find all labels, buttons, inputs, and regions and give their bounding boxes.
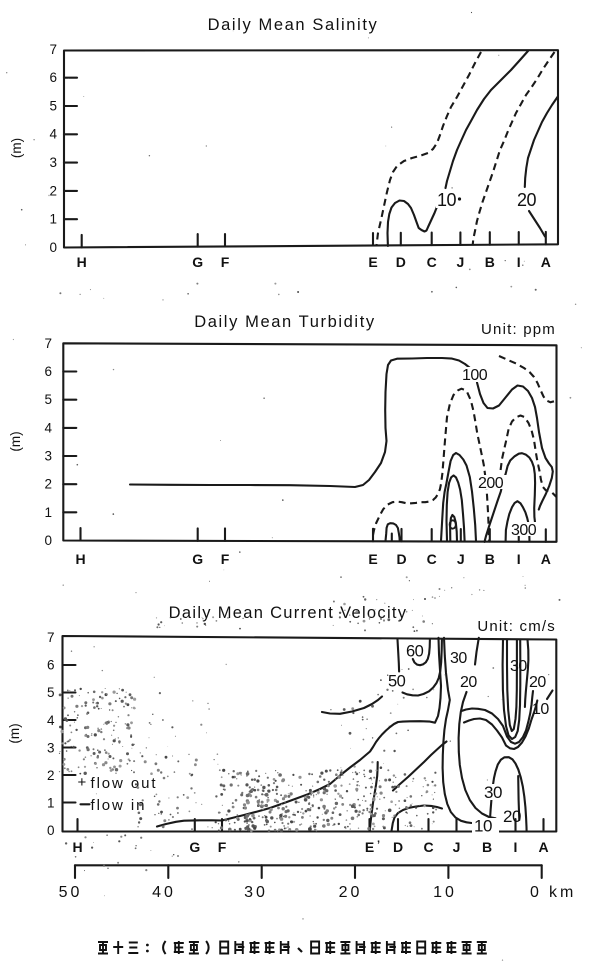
svg-text:300: 300 [511, 522, 537, 539]
svg-text:2: 2 [47, 768, 55, 783]
svg-text:J: J [453, 839, 461, 855]
svg-text:Unit: ppm: Unit: ppm [481, 321, 556, 338]
svg-text:20: 20 [517, 190, 537, 210]
svg-text:50: 50 [59, 884, 83, 901]
svg-text:D: D [393, 839, 403, 855]
svg-text:J: J [457, 551, 465, 567]
svg-text:Daily Mean Salinity: Daily Mean Salinity [208, 16, 379, 34]
svg-text:A: A [541, 254, 551, 270]
svg-text:flow out: flow out [91, 775, 158, 792]
svg-text:6: 6 [44, 364, 52, 379]
svg-text:J: J [457, 254, 465, 270]
svg-text:30: 30 [244, 884, 268, 901]
svg-text:7: 7 [49, 42, 57, 57]
svg-text:0: 0 [530, 884, 542, 901]
svg-text:6: 6 [47, 658, 55, 673]
svg-text:10: 10 [474, 817, 492, 836]
svg-text:2: 2 [49, 183, 57, 198]
svg-text:G: G [192, 551, 203, 567]
svg-text:F: F [221, 254, 230, 270]
svg-text:30: 30 [484, 783, 502, 802]
svg-text:0: 0 [49, 240, 57, 255]
svg-text:I: I [517, 551, 521, 567]
svg-text:km: km [549, 884, 576, 901]
svg-text:3: 3 [44, 449, 52, 464]
svg-text:5: 5 [49, 98, 57, 113]
svg-text:Unit: cm/s: Unit: cm/s [477, 618, 556, 635]
svg-text:60: 60 [406, 643, 424, 661]
svg-text:7: 7 [44, 336, 52, 351]
svg-text:F: F [221, 551, 230, 567]
svg-text:7: 7 [47, 630, 55, 645]
svg-text:I: I [514, 839, 518, 855]
svg-text:H: H [75, 551, 85, 567]
svg-text:E: E [365, 839, 374, 855]
svg-text:4: 4 [49, 127, 57, 142]
svg-text:’: ’ [377, 839, 380, 851]
svg-text:A: A [538, 839, 548, 855]
svg-text:5: 5 [44, 392, 52, 407]
svg-text:1: 1 [49, 212, 57, 227]
svg-text:10: 10 [532, 701, 549, 718]
svg-text:B: B [485, 254, 495, 270]
svg-text:F: F [218, 839, 227, 855]
svg-text:5: 5 [47, 685, 55, 700]
svg-text:B: B [485, 551, 495, 567]
svg-text:D: D [396, 551, 406, 567]
svg-text:1: 1 [44, 505, 52, 520]
svg-text:C: C [427, 254, 437, 270]
svg-text:Daily Mean Turbidity: Daily Mean Turbidity [194, 313, 375, 331]
svg-text:100: 100 [462, 367, 488, 384]
svg-text:50: 50 [388, 673, 406, 691]
svg-text:D: D [396, 254, 406, 270]
svg-text:H: H [77, 254, 87, 270]
svg-text:G: G [192, 254, 203, 270]
svg-text:2: 2 [44, 477, 52, 492]
svg-text:10: 10 [437, 190, 457, 210]
svg-text:I: I [517, 254, 521, 270]
svg-text:H: H [72, 839, 82, 855]
svg-text:6: 6 [49, 70, 57, 85]
svg-text:E: E [368, 551, 377, 567]
svg-text:20: 20 [529, 674, 546, 691]
svg-text:200: 200 [478, 475, 504, 492]
svg-text:E: E [368, 254, 377, 270]
svg-text:3: 3 [47, 740, 55, 755]
svg-text:4: 4 [44, 420, 52, 435]
svg-text:flow in: flow in [91, 797, 147, 814]
svg-text:C: C [423, 839, 433, 855]
svg-text:Daily Mean Current Velocity: Daily Mean Current Velocity [169, 604, 408, 622]
svg-text:30: 30 [450, 650, 467, 667]
svg-text:A: A [541, 551, 551, 567]
svg-text:(m): (m) [7, 723, 22, 743]
svg-text:10: 10 [433, 884, 457, 901]
svg-text:(m): (m) [8, 431, 23, 451]
svg-text:30: 30 [510, 658, 527, 675]
svg-text:G: G [189, 839, 200, 855]
svg-text:20: 20 [503, 807, 521, 826]
svg-text:+: + [78, 774, 88, 791]
svg-text:(m): (m) [9, 138, 24, 158]
svg-text:20: 20 [339, 884, 363, 901]
svg-text:20: 20 [460, 674, 477, 691]
svg-text:B: B [482, 839, 492, 855]
svg-text:4: 4 [47, 713, 55, 728]
svg-text:C: C [427, 551, 437, 567]
svg-text:0: 0 [44, 533, 52, 548]
svg-text:3: 3 [49, 155, 57, 170]
svg-text:0: 0 [47, 823, 55, 838]
svg-text:40: 40 [152, 884, 176, 901]
svg-text:1: 1 [47, 796, 55, 811]
